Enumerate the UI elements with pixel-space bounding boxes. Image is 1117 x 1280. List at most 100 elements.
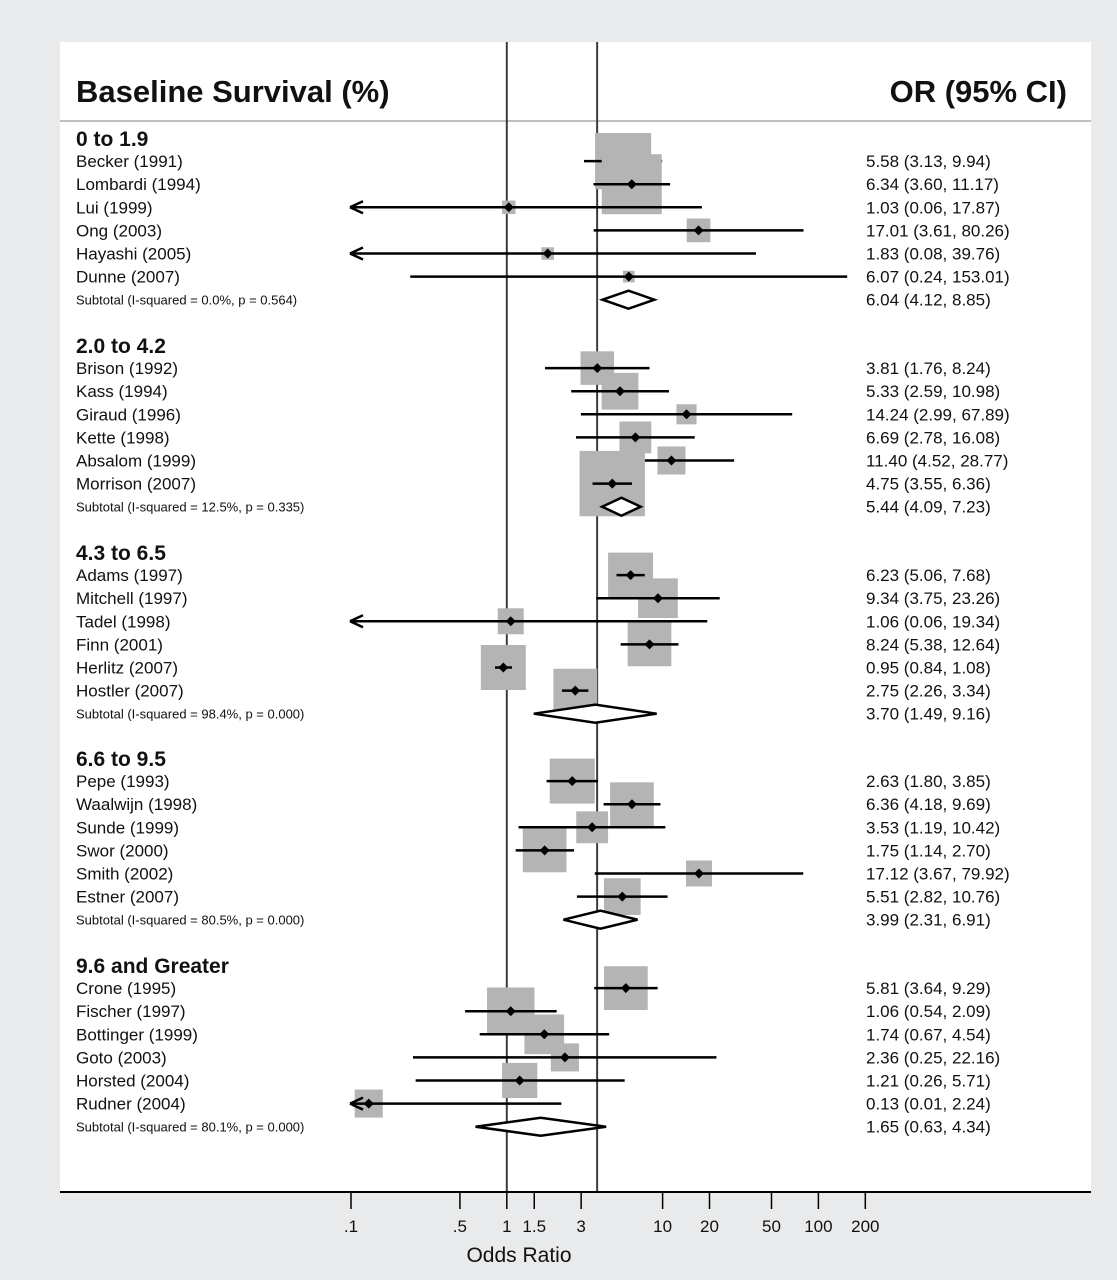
point-estimate (615, 386, 626, 397)
study-name: Bottinger (1999) (76, 1025, 198, 1044)
study-row: Herlitz (2007) 0.95 (0.84, 1.08) (76, 645, 991, 690)
study-row: Kass (1994) 5.33 (2.59, 10.98) (76, 372, 1000, 410)
study-row: Tadel (1998) 1.06 (0.06, 19.34) (76, 608, 1000, 635)
study-row: Brison (1992) 3.81 (1.76, 8.24) (76, 351, 991, 385)
x-tick-label: 3 (576, 1217, 585, 1236)
x-tick-label: 1.5 (522, 1217, 546, 1236)
subtotal-label: Subtotal (I-squared = 80.5%, p = 0.000) (76, 913, 304, 928)
point-estimate (617, 891, 628, 902)
ci-truncation-arrow (349, 200, 364, 215)
study-name: Lui (1999) (76, 198, 153, 217)
study-ci-text: 3.81 (1.76, 8.24) (866, 359, 991, 378)
x-tick-label: .5 (453, 1217, 467, 1236)
point-estimate (623, 271, 634, 282)
subtotal-diamond (599, 496, 644, 518)
study-name: Estner (2007) (76, 888, 179, 907)
x-tick-label: 200 (851, 1217, 879, 1236)
study-name: Adams (1997) (76, 566, 183, 585)
subtotal-diamond (563, 909, 638, 930)
study-ci-text: 1.06 (0.54, 2.09) (866, 1002, 991, 1021)
study-row: Lombardi (1994) 6.34 (3.60, 11.17) (76, 154, 999, 215)
study-row: Crone (1995) 5.81 (3.64, 9.29) (76, 966, 991, 1010)
point-estimate (570, 685, 581, 696)
study-row: Swor (2000) 1.75 (1.14, 2.70) (76, 828, 991, 873)
subgroup-label: 4.3 to 6.5 (76, 542, 166, 565)
point-estimate (652, 593, 663, 604)
study-ci-text: 6.23 (5.06, 7.68) (866, 566, 991, 585)
subtotal-diamond (533, 703, 657, 724)
study-name: Becker (1991) (76, 152, 183, 171)
study-row: Bottinger (1999) 1.74 (0.67, 4.54) (76, 1014, 991, 1055)
study-name: Herlitz (2007) (76, 659, 178, 678)
point-estimate (539, 845, 550, 856)
study-name: Morrison (2007) (76, 475, 196, 494)
subtotal-row: Subtotal (I-squared = 80.1%, p = 0.000) 1… (76, 1116, 991, 1137)
point-estimate (363, 1098, 374, 1109)
study-ci-text: 2.75 (2.26, 3.34) (866, 682, 991, 701)
point-estimate (503, 202, 514, 213)
x-tick-label: 10 (653, 1217, 672, 1236)
study-ci-text: 14.24 (2.99, 67.89) (866, 405, 1010, 424)
study-ci-text: 6.34 (3.60, 11.17) (866, 175, 999, 194)
study-name: Dunne (2007) (76, 268, 180, 287)
point-estimate (693, 225, 704, 236)
subtotal-ci-text: 5.44 (4.09, 7.23) (866, 498, 991, 517)
x-tick-label: 50 (762, 1217, 781, 1236)
point-estimate (666, 455, 677, 466)
study-ci-text: 9.34 (3.75, 23.26) (866, 589, 1000, 608)
x-axis-label: Odds Ratio (466, 1244, 571, 1267)
study-row: Mitchell (1997) 9.34 (3.75, 23.26) (76, 578, 1000, 619)
study-name: Horsted (2004) (76, 1072, 189, 1091)
point-estimate (559, 1052, 570, 1063)
study-ci-text: 17.01 (3.61, 80.26) (866, 221, 1010, 240)
study-name: Swor (2000) (76, 841, 169, 860)
x-tick-label: 1 (502, 1217, 511, 1236)
study-ci-text: 8.24 (5.38, 12.64) (866, 635, 1000, 654)
point-estimate (498, 662, 509, 673)
study-name: Kette (1998) (76, 428, 170, 447)
study-ci-text: 1.06 (0.06, 19.34) (866, 612, 1000, 631)
point-estimate (620, 983, 631, 994)
subgroup-label: 0 to 1.9 (76, 128, 148, 151)
study-row: Becker (1991) 5.58 (3.13, 9.94) (76, 133, 991, 190)
study-ci-text: 1.74 (0.67, 4.54) (866, 1025, 991, 1044)
plot-panel (60, 42, 1091, 1193)
subtotal-row: Subtotal (I-squared = 12.5%, p = 0.335) 5… (76, 496, 991, 518)
study-row: Sunde (1999) 3.53 (1.19, 10.42) (76, 811, 1000, 844)
study-row: Lui (1999) 1.03 (0.06, 17.87) (76, 198, 1000, 217)
study-row: Kette (1998) 6.69 (2.78, 16.08) (76, 421, 1000, 454)
ci-truncation-arrow (349, 614, 364, 629)
study-row: Hayashi (2005) 1.83 (0.08, 39.76) (76, 245, 1000, 264)
study-row: Absalom (1999) 11.40 (4.52, 28.77) (76, 446, 1008, 475)
study-row: Morrison (2007) 4.75 (3.55, 6.36) (76, 450, 991, 517)
subtotal-row: Subtotal (I-squared = 98.4%, p = 0.000) 3… (76, 703, 991, 724)
study-row: Hostler (2007) 2.75 (2.26, 3.34) (76, 668, 991, 713)
subtotal-ci-text: 6.04 (4.12, 8.85) (866, 291, 991, 310)
point-estimate (542, 248, 553, 259)
study-name: Fischer (1997) (76, 1002, 186, 1021)
point-estimate (626, 799, 637, 810)
study-ci-text: 4.75 (3.55, 6.36) (866, 475, 991, 494)
study-row: Giraud (1996) 14.24 (2.99, 67.89) (76, 404, 1010, 425)
study-ci-text: 2.63 (1.80, 3.85) (866, 772, 991, 791)
study-name: Crone (1995) (76, 979, 176, 998)
study-ci-text: 6.69 (2.78, 16.08) (866, 428, 1000, 447)
study-ci-text: 0.13 (0.01, 2.24) (866, 1095, 991, 1114)
subtotal-label: Subtotal (I-squared = 98.4%, p = 0.000) (76, 707, 304, 722)
study-name: Ong (2003) (76, 221, 162, 240)
study-name: Sunde (1999) (76, 818, 179, 837)
x-tick-label: 100 (804, 1217, 832, 1236)
subtotal-ci-text: 3.70 (1.49, 9.16) (866, 705, 991, 724)
study-row: Finn (2001) 8.24 (5.38, 12.64) (76, 622, 1000, 667)
study-row: Dunne (2007) 6.07 (0.24, 153.01) (76, 268, 1010, 287)
study-ci-text: 5.33 (2.59, 10.98) (866, 382, 1000, 401)
subtotal-ci-text: 3.99 (2.31, 6.91) (866, 911, 991, 930)
study-name: Lombardi (1994) (76, 175, 201, 194)
left-header: Baseline Survival (%) (76, 74, 390, 109)
study-name: Giraud (1996) (76, 405, 181, 424)
